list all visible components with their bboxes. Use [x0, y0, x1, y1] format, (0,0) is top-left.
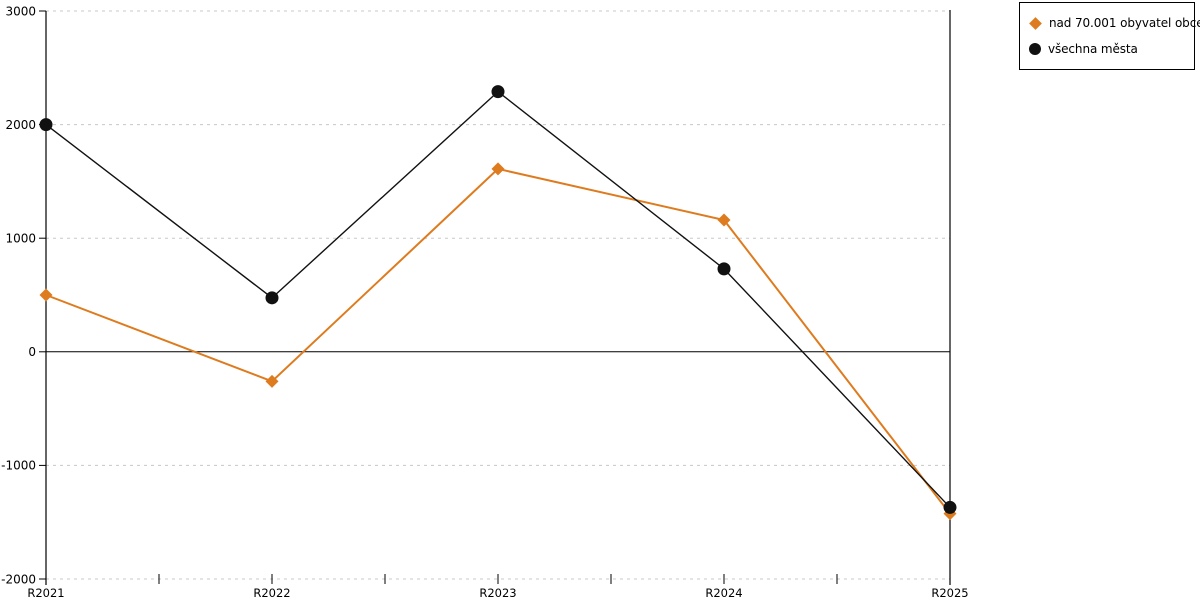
data-point[interactable] — [491, 85, 505, 99]
legend-label: všechna města — [1048, 42, 1138, 56]
data-point[interactable] — [717, 262, 731, 276]
series-line-1 — [45, 90, 951, 508]
circle-marker-icon — [1029, 43, 1041, 55]
x-axis-tick-label: R2025 — [931, 586, 968, 600]
y-axis-tick-label: 0 — [28, 345, 36, 359]
data-point[interactable] — [491, 162, 505, 176]
data-point[interactable] — [265, 291, 279, 305]
chart-legend: nad 70.001 obyvatel obce všechna města — [1019, 2, 1200, 70]
data-point[interactable] — [265, 374, 279, 388]
diamond-marker-icon — [1029, 16, 1042, 30]
y-axis-tick-label: -2000 — [1, 572, 36, 586]
y-axis-tick-label: 2000 — [5, 118, 36, 132]
x-axis-tick-label: R2023 — [479, 586, 516, 600]
legend-item-vsechna-mesta[interactable]: všechna města — [1029, 36, 1188, 62]
legend-label: nad 70.001 obyvatel obce — [1049, 16, 1200, 30]
data-point[interactable] — [39, 288, 53, 302]
y-axis-tick-label: 3000 — [5, 4, 36, 18]
legend-item-nad-70001-obyvatel-obce[interactable]: nad 70.001 obyvatel obce — [1029, 10, 1200, 36]
x-axis-tick-label: R2021 — [27, 586, 64, 600]
data-point[interactable] — [39, 118, 53, 132]
x-axis-tick-label: R2022 — [253, 586, 290, 600]
x-axis-tick-label: R2024 — [705, 586, 742, 600]
y-axis-tick-label: -1000 — [1, 459, 36, 473]
y-axis-tick-label: 1000 — [5, 232, 36, 246]
series-line-0 — [45, 167, 951, 515]
data-point[interactable] — [943, 500, 957, 514]
data-point[interactable] — [717, 213, 731, 227]
